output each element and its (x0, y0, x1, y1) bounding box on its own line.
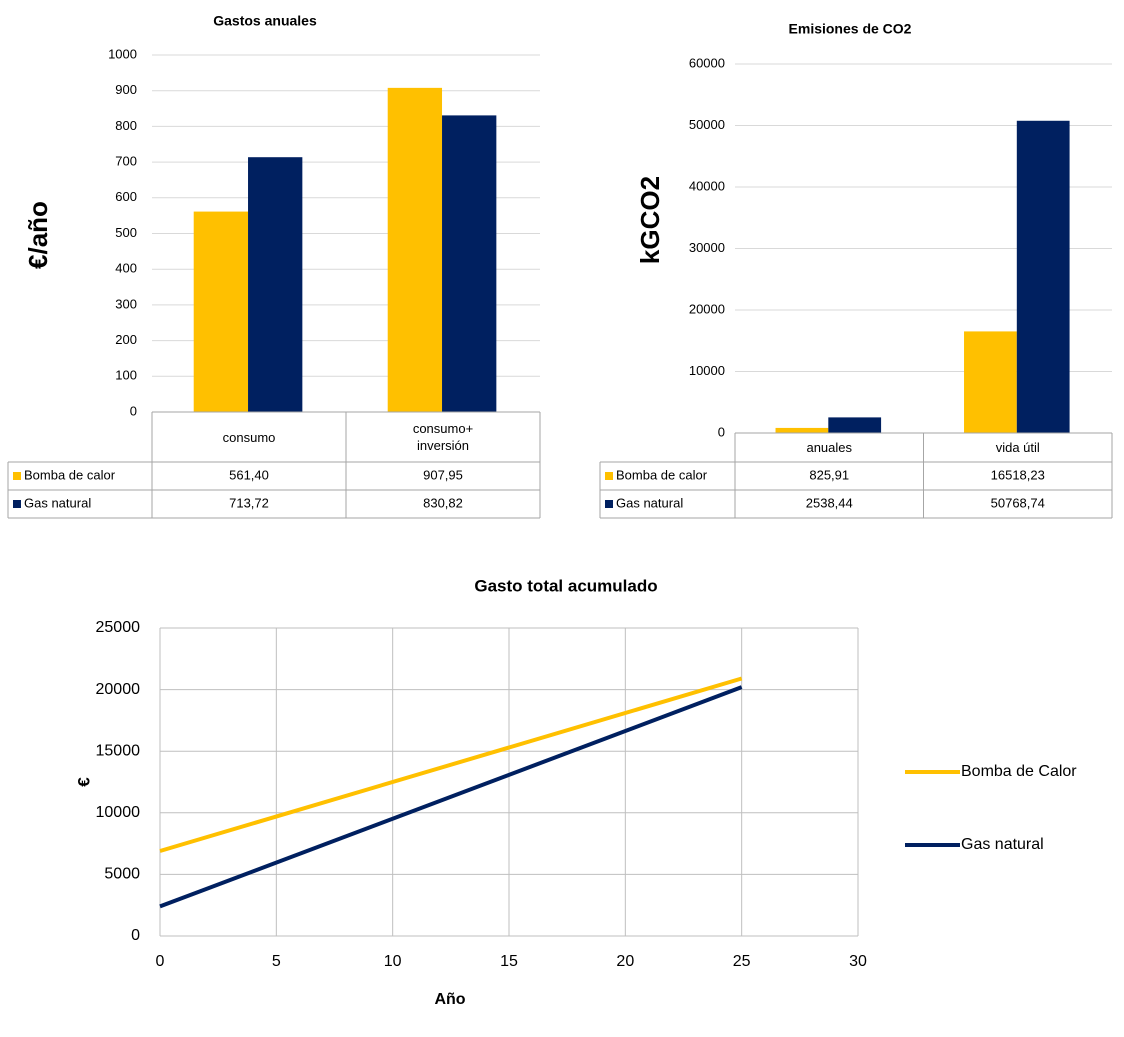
y-tick-label: 20000 (689, 301, 725, 316)
data-table-value: 16518,23 (991, 467, 1045, 482)
legend-label: Gas natural (24, 495, 91, 510)
bar (442, 115, 497, 412)
legend-swatch (605, 472, 613, 480)
legend-swatch (13, 500, 21, 508)
bar (964, 331, 1017, 433)
y-tick-label: 300 (115, 296, 137, 311)
data-table-value: 561,40 (229, 467, 269, 482)
y-tick-label: 500 (115, 225, 137, 240)
legend-label: Gas natural (616, 495, 683, 510)
bar (387, 87, 443, 412)
y-tick-label: 900 (115, 82, 137, 97)
x-axis-label: Año (434, 991, 465, 1008)
y-tick-label: 0 (718, 424, 725, 439)
legend-swatch (605, 500, 613, 508)
line-series (159, 676, 743, 853)
category-label-box: anuales (806, 440, 853, 455)
legend-label: Gas natural (961, 836, 1044, 853)
chart-title: Gasto total acumulado (474, 576, 657, 595)
bar (1016, 120, 1070, 433)
legend-label: Bomba de calor (24, 467, 116, 482)
y-tick-label: 1000 (108, 46, 137, 61)
x-tick-label: 0 (156, 953, 165, 970)
category-label: consumo (222, 429, 276, 445)
y-tick-label: 20000 (96, 681, 141, 698)
legend-swatch (13, 472, 21, 480)
category-label: anuales (806, 440, 853, 455)
y-axis-label: kGCO2 (635, 176, 665, 264)
bar (248, 157, 303, 412)
y-tick-label: 40000 (689, 178, 725, 193)
category-label-box: vida útil (995, 440, 1040, 455)
bar (193, 211, 249, 412)
category-label: consumo+ inversión (412, 421, 474, 453)
x-tick-label: 5 (272, 953, 281, 970)
category-label-box: consumo (222, 429, 276, 445)
x-tick-label: 15 (500, 953, 518, 970)
data-table-value: 2538,44 (806, 495, 853, 510)
legend-label: Bomba de Calor (961, 763, 1077, 780)
y-tick-label: 30000 (689, 240, 725, 255)
x-tick-label: 30 (849, 953, 867, 970)
y-axis-label: € (74, 777, 93, 787)
y-tick-label: 0 (131, 927, 140, 944)
bar (828, 417, 882, 433)
x-tick-label: 25 (733, 953, 751, 970)
y-tick-label: 800 (115, 118, 137, 133)
chart-title: Emisiones de CO2 (789, 21, 912, 37)
bar (775, 427, 829, 433)
y-tick-label: 10000 (689, 363, 725, 378)
y-tick-label: 5000 (104, 866, 140, 883)
y-tick-label: 60000 (689, 55, 725, 70)
y-tick-label: 700 (115, 154, 137, 169)
data-table-value: 907,95 (423, 467, 463, 482)
y-tick-label: 600 (115, 189, 137, 204)
data-table-value: 50768,74 (991, 495, 1045, 510)
x-tick-label: 10 (384, 953, 402, 970)
y-tick-label: 10000 (96, 804, 141, 821)
y-tick-label: 400 (115, 261, 137, 276)
y-tick-label: 0 (130, 403, 137, 418)
x-tick-label: 20 (616, 953, 634, 970)
y-axis-label: €/año (23, 201, 53, 269)
category-label-box: consumo+ inversión (412, 421, 474, 453)
chart-title: Gastos anuales (213, 13, 317, 29)
y-tick-label: 15000 (96, 742, 141, 759)
legend-label: Bomba de calor (616, 467, 708, 482)
y-tick-label: 50000 (689, 117, 725, 132)
data-table-value: 713,72 (229, 495, 269, 510)
category-label: vida útil (995, 440, 1040, 455)
line-series (159, 685, 743, 909)
y-tick-label: 25000 (96, 619, 141, 636)
y-tick-label: 100 (115, 368, 137, 383)
data-table-value: 825,91 (809, 467, 849, 482)
data-table-value: 830,82 (423, 495, 463, 510)
y-tick-label: 200 (115, 332, 137, 347)
